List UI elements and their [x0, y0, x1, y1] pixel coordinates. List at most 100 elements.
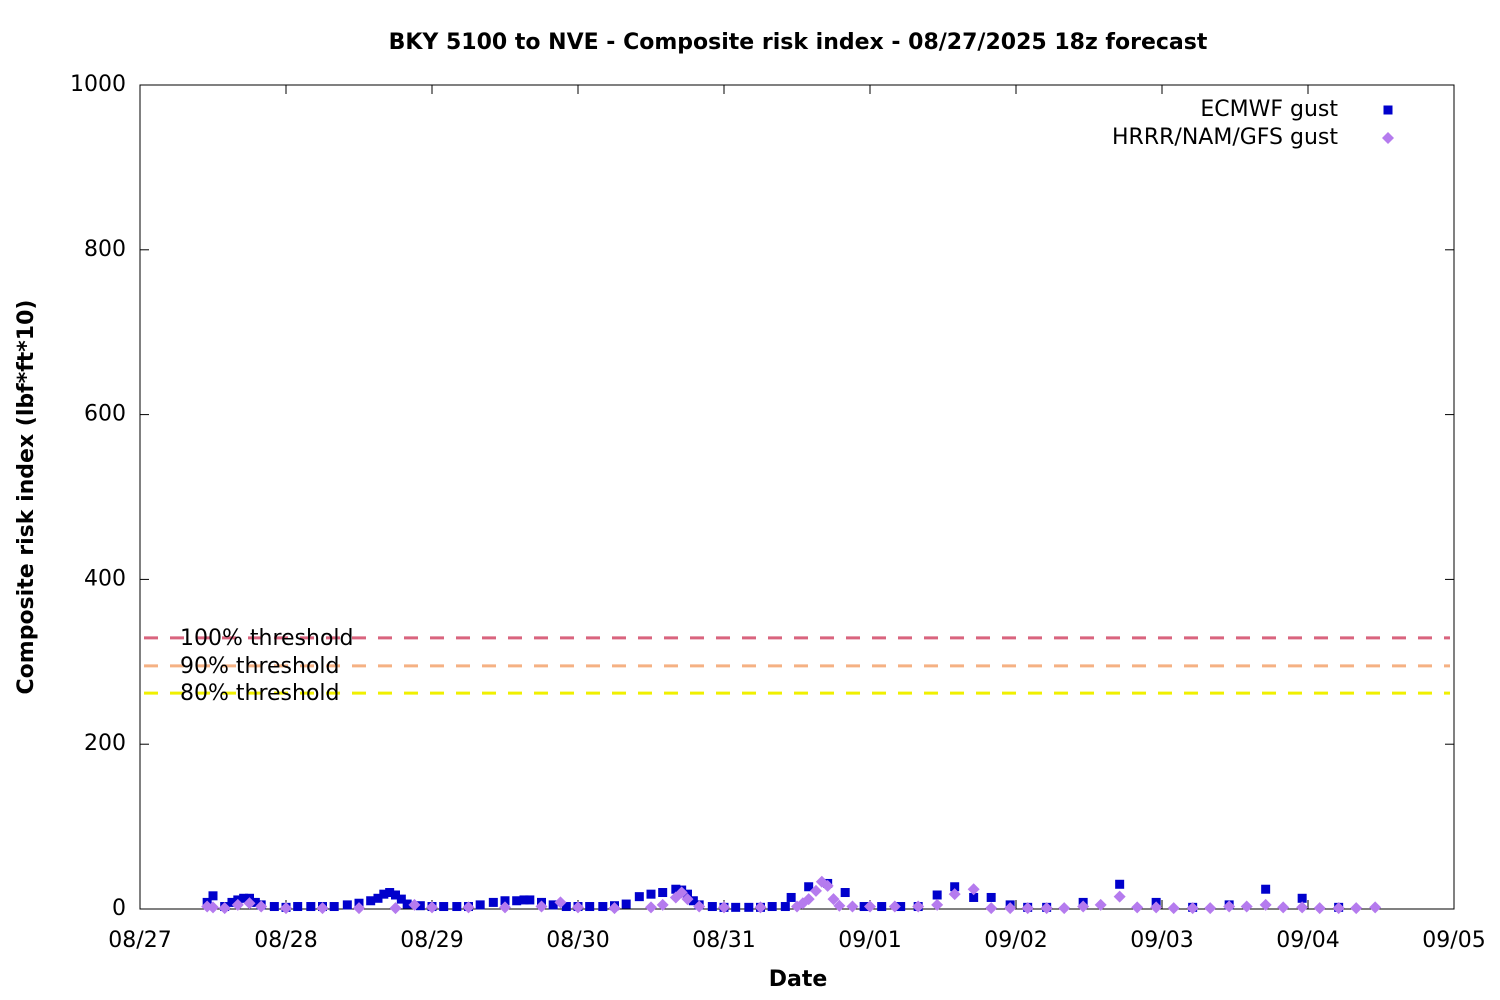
- data-point: [306, 902, 316, 912]
- data-point: [1296, 901, 1309, 914]
- x-tick-label: 09/01: [838, 928, 901, 953]
- data-point: [846, 900, 859, 913]
- y-tick-label: 800: [84, 237, 126, 262]
- data-point: [227, 897, 237, 907]
- data-point: [572, 901, 584, 914]
- data-point: [366, 896, 376, 906]
- threshold-label: 80% threshold: [180, 681, 340, 706]
- data-point: [239, 893, 249, 903]
- x-tick-label: 08/28: [254, 928, 317, 953]
- data-point: [500, 896, 510, 906]
- data-point: [353, 902, 365, 915]
- x-tick-label: 09/05: [1422, 928, 1485, 953]
- legend-marker: [1382, 132, 1394, 144]
- data-point: [932, 890, 942, 900]
- data-point: [452, 902, 462, 912]
- data-point: [379, 889, 389, 899]
- data-point: [512, 896, 522, 906]
- data-point: [608, 902, 621, 915]
- data-point: [786, 892, 796, 902]
- data-point: [969, 892, 979, 902]
- data-point: [1223, 900, 1236, 913]
- data-point: [621, 899, 631, 909]
- data-point: [744, 902, 754, 912]
- data-point: [681, 893, 694, 906]
- data-point: [373, 893, 383, 903]
- data-point: [396, 894, 406, 904]
- data-point: [809, 884, 822, 897]
- data-point: [675, 886, 688, 899]
- data-point: [821, 879, 834, 892]
- data-point: [1297, 893, 1307, 903]
- data-point: [293, 902, 303, 912]
- y-tick-label: 0: [112, 896, 126, 921]
- data-point: [967, 883, 980, 896]
- data-point: [985, 902, 998, 915]
- data-point: [948, 888, 961, 901]
- x-tick-label: 08/29: [400, 928, 463, 953]
- data-point: [931, 898, 944, 911]
- data-point: [877, 902, 887, 912]
- threshold-label: 90% threshold: [180, 654, 340, 679]
- data-point: [671, 884, 681, 894]
- threshold-label: 100% threshold: [180, 626, 354, 651]
- data-point: [1150, 901, 1163, 914]
- data-point: [658, 888, 668, 898]
- data-point: [646, 889, 656, 899]
- data-point: [488, 897, 498, 907]
- data-point: [634, 892, 644, 902]
- data-point: [535, 900, 548, 913]
- data-point: [833, 899, 846, 912]
- legend-label: HRRR/NAM/GFS gust: [1112, 125, 1338, 150]
- data-point: [342, 900, 352, 910]
- data-point: [1131, 901, 1144, 914]
- data-point: [767, 902, 777, 912]
- data-point: [912, 900, 925, 913]
- x-tick-label: 09/02: [984, 928, 1047, 953]
- x-tick-label: 08/27: [108, 928, 171, 953]
- data-point: [1350, 902, 1363, 915]
- y-tick-label: 600: [84, 402, 126, 427]
- data-point: [408, 898, 421, 911]
- data-point: [250, 897, 260, 907]
- x-tick-label: 09/03: [1130, 928, 1193, 953]
- data-point: [1261, 884, 1271, 894]
- x-tick-label: 08/31: [692, 928, 755, 953]
- data-point: [1186, 902, 1199, 915]
- data-point: [439, 902, 449, 912]
- data-point: [950, 882, 960, 892]
- data-point: [207, 901, 219, 914]
- data-point: [391, 890, 400, 900]
- y-tick-label: 400: [84, 566, 126, 591]
- data-point: [243, 897, 256, 910]
- data-point: [316, 902, 329, 915]
- data-point: [1004, 902, 1017, 915]
- data-point: [1094, 898, 1107, 911]
- data-point: [280, 902, 292, 915]
- data-point: [731, 902, 741, 912]
- data-point: [688, 896, 698, 906]
- data-point: [780, 902, 790, 912]
- data-point: [656, 898, 669, 911]
- data-point: [475, 900, 485, 910]
- legend-label: ECMWF gust: [1200, 97, 1338, 122]
- data-point: [840, 888, 850, 898]
- y-tick-label: 1000: [70, 72, 126, 97]
- data-point: [1113, 890, 1126, 903]
- data-point: [389, 902, 402, 915]
- data-point: [707, 902, 717, 912]
- y-axis-label: Composite risk index (lbf*ft*10): [14, 300, 39, 695]
- data-point: [554, 896, 567, 909]
- data-point: [269, 902, 279, 912]
- data-point: [1369, 901, 1382, 914]
- data-point: [1021, 902, 1034, 915]
- data-point: [519, 895, 529, 905]
- data-point: [1058, 902, 1071, 915]
- data-point: [1040, 902, 1053, 915]
- data-point: [598, 902, 608, 912]
- data-point: [645, 901, 657, 914]
- data-point: [1167, 902, 1180, 915]
- data-point: [1277, 901, 1290, 914]
- x-tick-label: 09/04: [1276, 928, 1339, 953]
- data-point: [218, 902, 231, 915]
